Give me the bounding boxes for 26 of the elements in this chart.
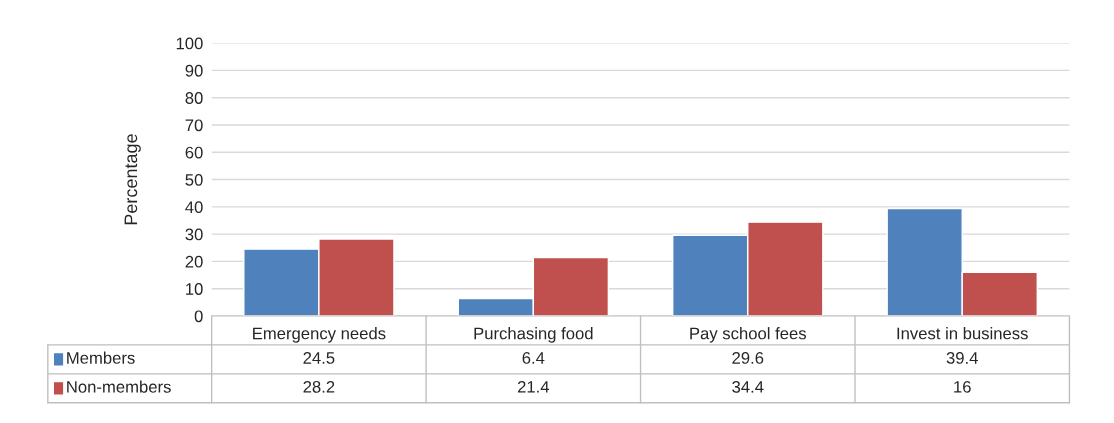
data-label: 29.6: [732, 352, 764, 364]
x-tick-label: Purchasing food: [474, 327, 593, 343]
y-tick-label: 40: [185, 201, 203, 214]
data-label: 34.4: [732, 380, 764, 393]
y-tick-label: 30: [185, 228, 203, 241]
data-label: 16: [954, 380, 971, 393]
y-tick-label: 60: [185, 146, 203, 159]
legend-label: Non-members: [67, 380, 171, 393]
y-tick-label: 10: [186, 283, 203, 295]
data-label: 39.4: [946, 352, 978, 364]
data-label: 24.5: [303, 352, 335, 364]
data-label: 21.4: [517, 380, 550, 393]
y-tick-label: 0: [194, 310, 203, 323]
y-tick-label: 100: [176, 37, 203, 50]
y-axis-title: Percentage: [124, 134, 141, 225]
x-tick-label: Invest in business: [897, 327, 1028, 340]
y-tick-label: 90: [185, 64, 203, 77]
y-tick-label: 80: [185, 92, 203, 104]
y-tick-label: 50: [185, 173, 203, 186]
x-tick-label: Emergency needs: [253, 327, 386, 343]
legend-label: Members: [67, 351, 135, 364]
y-tick-label: 70: [185, 119, 203, 132]
data-label: 28.2: [303, 380, 335, 393]
y-tick-label: 20: [185, 255, 203, 268]
x-tick-label: Pay school fees: [690, 327, 806, 343]
data-label: 6.4: [522, 352, 545, 364]
